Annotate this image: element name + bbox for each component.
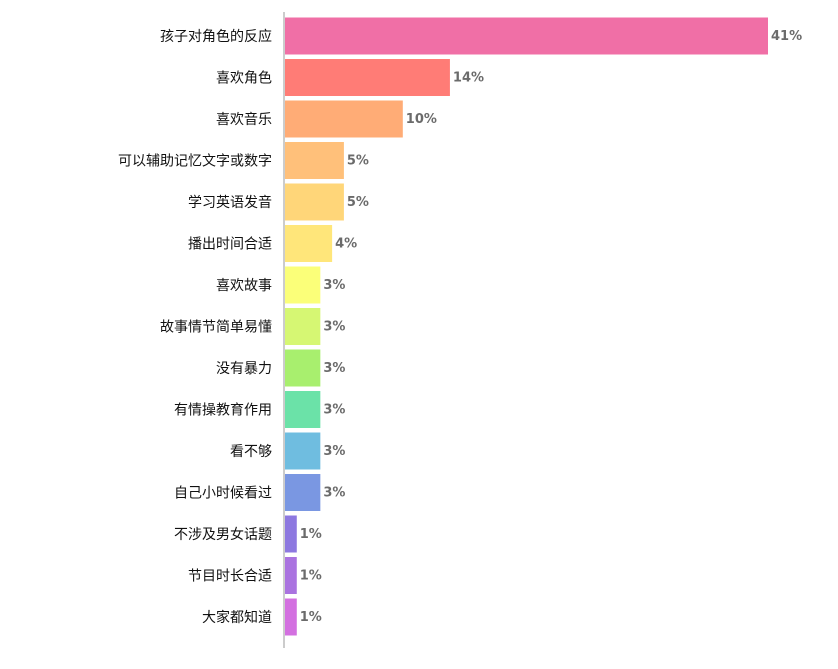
category-label: 学习英语发音 [188, 194, 272, 211]
value-label: 5% [347, 154, 369, 169]
category-label: 可以辅助记忆文字或数字 [118, 154, 272, 170]
category-label: 没有暴力 [216, 361, 272, 377]
value-label: 3% [323, 486, 345, 501]
bar [285, 59, 450, 96]
category-label: 不涉及男女话题 [174, 526, 272, 543]
value-label: 3% [323, 320, 345, 335]
value-label: 10% [406, 112, 437, 127]
value-label: 1% [300, 569, 322, 584]
category-label: 喜欢音乐 [216, 111, 272, 128]
category-label: 喜欢故事 [216, 278, 272, 294]
category-label: 喜欢角色 [216, 70, 272, 87]
category-label: 播出时间合适 [188, 237, 272, 253]
value-label: 3% [323, 361, 345, 376]
bar [285, 557, 297, 594]
value-label: 41% [771, 29, 802, 44]
value-label: 3% [323, 278, 345, 293]
value-label: 4% [335, 237, 357, 252]
bar [285, 266, 321, 304]
category-label: 看不够 [230, 444, 272, 460]
bar [285, 308, 321, 345]
bar [285, 17, 768, 55]
category-label: 故事情节简单易懂 [160, 319, 272, 336]
value-label: 14% [453, 71, 484, 86]
bar [285, 432, 321, 470]
bars-group: 孩子对角色的反应 41% 喜欢角色 14% 喜欢音乐 10% 可以辅助记忆文字或数字 5% 学习… [118, 17, 802, 636]
bar [285, 474, 321, 511]
category-label: 节目时长合适 [188, 569, 272, 585]
category-label: 自己小时候看过 [174, 486, 272, 502]
value-label: 1% [300, 610, 322, 625]
value-label: 3% [323, 444, 345, 459]
bar [285, 183, 344, 221]
bar [285, 598, 297, 636]
bar [285, 142, 344, 179]
bar [285, 515, 297, 553]
value-label: 3% [323, 403, 345, 418]
category-label: 孩子对角色的反应 [160, 28, 272, 45]
category-label: 大家都知道 [202, 609, 272, 626]
bar [285, 225, 333, 262]
bar [285, 391, 321, 428]
bar [285, 100, 403, 138]
value-label: 5% [347, 195, 369, 210]
category-label: 有情操教育作用 [174, 403, 272, 419]
bar [285, 349, 321, 387]
value-label: 1% [300, 527, 322, 542]
